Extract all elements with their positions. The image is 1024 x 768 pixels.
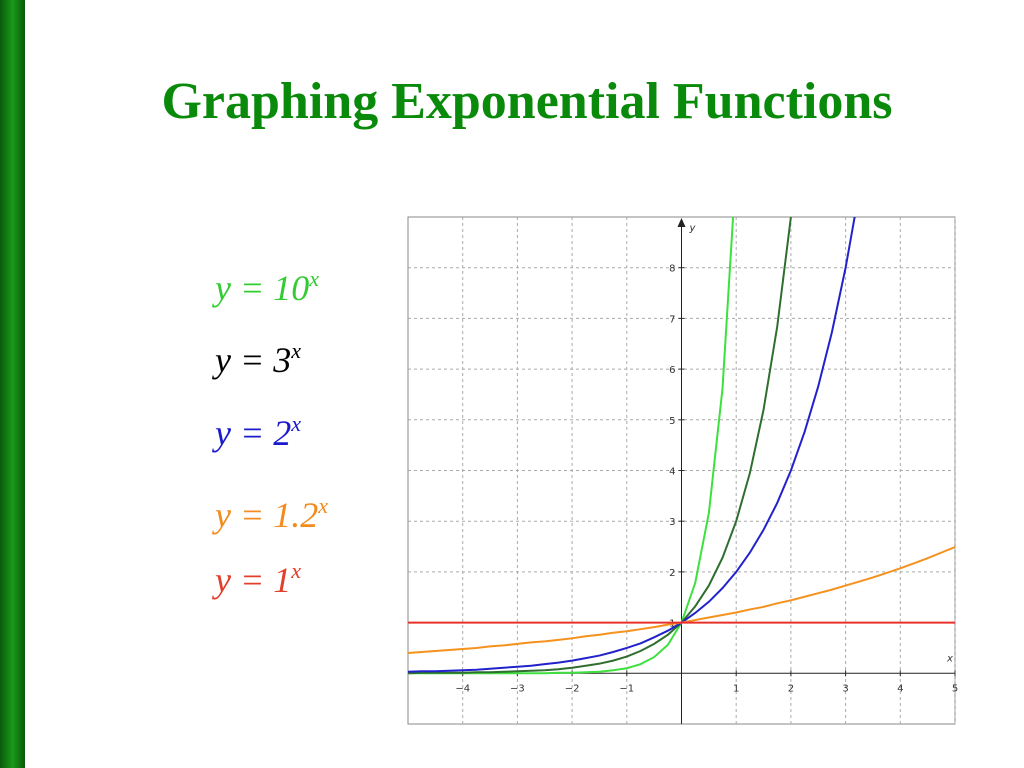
legend-entry: y = 3x <box>212 338 301 380</box>
x-tick-label: 3 <box>842 683 848 694</box>
y-tick-label: 6 <box>669 365 675 376</box>
y-axis-label: y <box>689 223 697 234</box>
x-tick-label: 1 <box>733 683 739 694</box>
side-bar <box>0 0 25 768</box>
x-tick-label: −2 <box>565 683 580 694</box>
legend-entry: y = 1.2x <box>212 493 328 535</box>
y-tick-label: 3 <box>669 517 675 528</box>
x-tick-label: 2 <box>788 683 794 694</box>
legend-exponent: x <box>290 338 301 363</box>
axis-arrow <box>677 218 686 227</box>
y-tick-label: 7 <box>669 314 675 325</box>
legend-text: y = 10 <box>212 268 309 308</box>
x-tick-label: 5 <box>952 683 958 694</box>
y-tick-label: 2 <box>669 568 675 579</box>
series-line <box>408 217 856 673</box>
legend-exponent: x <box>290 411 301 436</box>
legend-entry: y = 2x <box>212 411 301 453</box>
curves <box>408 217 955 675</box>
legend-text: y = 3 <box>212 340 291 380</box>
legend-exponent: x <box>317 493 328 518</box>
legend-exponent: x <box>308 266 319 291</box>
legend-entry: y = 10x <box>212 266 319 308</box>
y-tick-label: 5 <box>669 416 675 427</box>
y-tick-label: 4 <box>669 467 675 478</box>
x-tick-label: −1 <box>619 683 634 694</box>
legend-text: y = 2 <box>212 413 291 453</box>
legend-exponent: x <box>290 558 301 583</box>
legend-entry: y = 1x <box>212 558 301 600</box>
series-line <box>408 217 792 675</box>
legend-text: y = 1.2 <box>212 495 318 535</box>
x-tick-label: 4 <box>897 683 903 694</box>
legend-text: y = 1 <box>212 560 291 600</box>
y-tick-label: 8 <box>669 264 675 275</box>
x-axis-label: x <box>946 653 953 664</box>
x-tick-label: −4 <box>455 683 470 694</box>
slide-title: Graphing Exponential Functions <box>161 73 893 130</box>
x-tick-label: −3 <box>510 683 525 694</box>
